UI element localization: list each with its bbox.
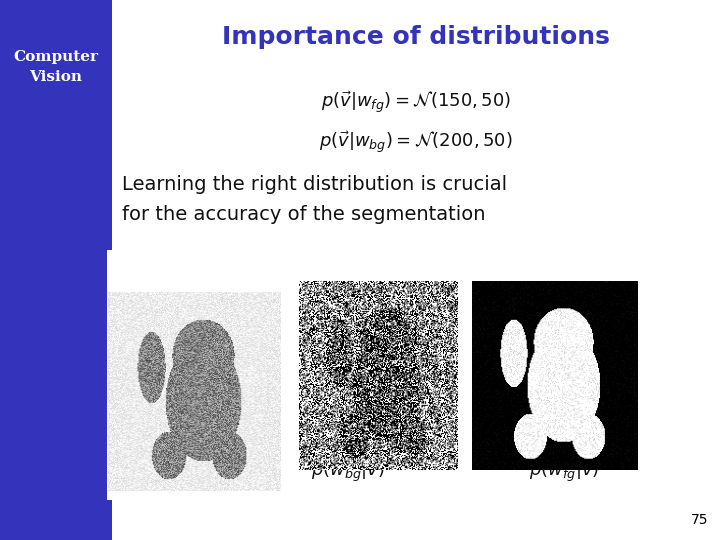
Text: Computer: Computer <box>13 50 99 64</box>
Text: Learning the right distribution is crucial: Learning the right distribution is cruci… <box>122 175 507 194</box>
Text: for the accuracy of the segmentation: for the accuracy of the segmentation <box>122 205 485 224</box>
Text: $p(\vec{v}|w_{bg}) = \mathcal{N}(200, 50)$: $p(\vec{v}|w_{bg}) = \mathcal{N}(200, 50… <box>319 130 513 156</box>
Text: $p(\vec{v}|w_{fg}) = \mathcal{N}(150, 50)$: $p(\vec{v}|w_{fg}) = \mathcal{N}(150, 50… <box>320 90 511 116</box>
Text: $p(w_{bg}|\vec{v})$: $p(w_{bg}|\vec{v})$ <box>311 459 385 485</box>
Bar <box>107 250 282 500</box>
Text: Vision: Vision <box>30 70 82 84</box>
Text: $p(w_{fg}|\vec{v})$: $p(w_{fg}|\vec{v})$ <box>528 459 599 485</box>
Bar <box>0 0 112 540</box>
Text: 75: 75 <box>691 513 708 527</box>
Text: Importance of distributions: Importance of distributions <box>222 25 610 49</box>
